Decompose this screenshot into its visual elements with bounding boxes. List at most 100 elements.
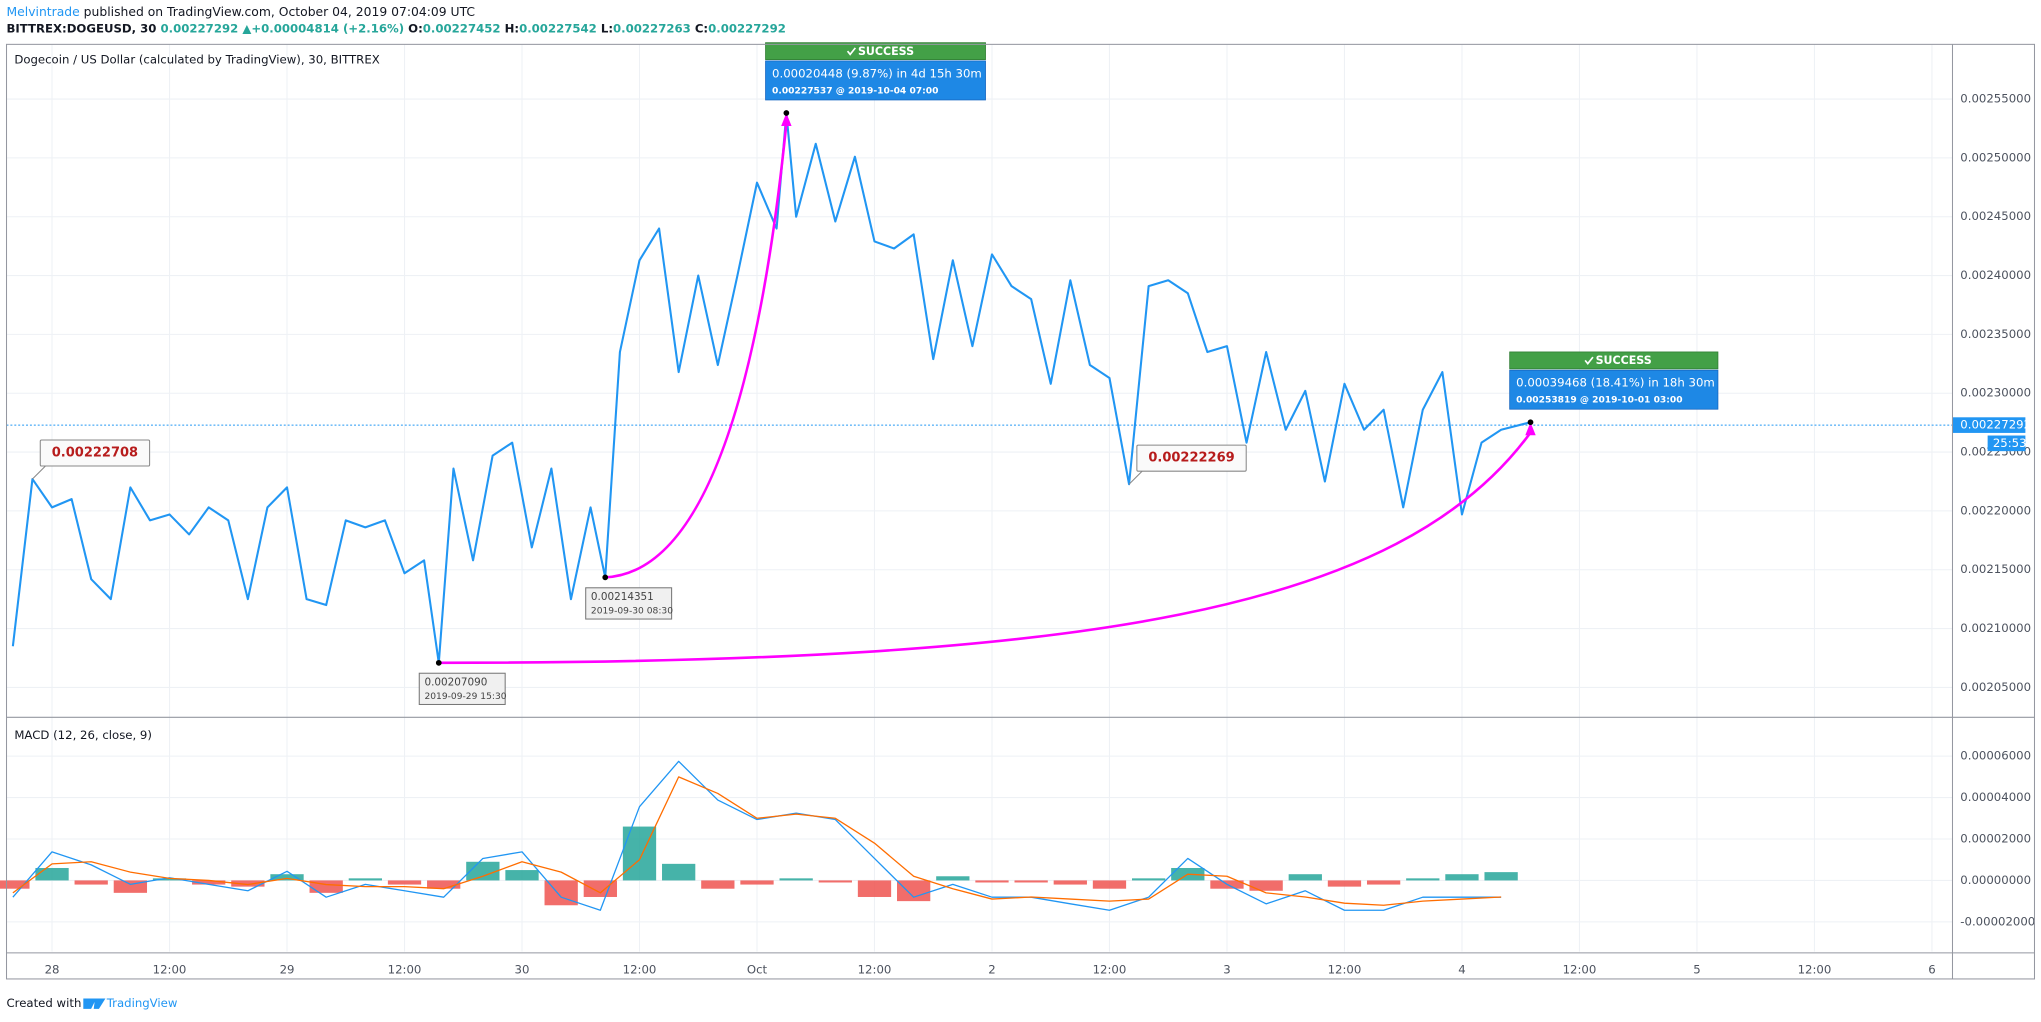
brand-logo <box>83 998 106 1009</box>
pivot-dot <box>435 659 442 666</box>
y-tick-label: -0.00002000 <box>1960 914 2035 928</box>
price-label: 0.00222269 <box>1148 451 1234 466</box>
y-tick-label: 0.00210000 <box>1960 621 2031 635</box>
price-label-box <box>1136 444 1247 472</box>
histogram-bar <box>348 878 382 881</box>
l-label: L: <box>601 21 613 35</box>
last-price-tag <box>1952 417 2026 433</box>
x-tick-label: 12:00 <box>858 962 892 976</box>
y-tick-label: 0.00004000 <box>1960 790 2031 804</box>
histogram-bar <box>427 880 461 889</box>
x-tick-label: 2 <box>988 962 995 976</box>
histogram-bar <box>231 880 265 887</box>
x-tick-label: 28 <box>45 962 60 976</box>
histogram-bar <box>779 878 813 881</box>
x-tick-label: 3 <box>1223 962 1230 976</box>
target-box: SUCCESS 0.00039468 (18.41%) in 18h 30m 0.0… <box>1509 351 1719 410</box>
y-tick-label: 0.00220000 <box>1960 503 2031 517</box>
macd-title: MACD (12, 26, close, 9) <box>14 728 152 742</box>
x-tick-label: 12:00 <box>1093 962 1127 976</box>
low-value: 0.00207090 <box>424 676 487 688</box>
target-dot <box>783 110 790 116</box>
o-label: O: <box>408 21 423 35</box>
target-detail: 0.00227537 @ 2019-10-04 07:00 <box>772 86 938 96</box>
projection-arrow <box>605 123 788 579</box>
histogram-bar <box>818 880 852 883</box>
footer-brand[interactable]: TradingView <box>106 996 178 1010</box>
histogram-bar <box>1288 874 1322 881</box>
plot-layer: 28 12:00 29 12:00 30 12:00 Oct 12:00 2 12:00 3 12:0… <box>0 42 2035 976</box>
macd-line <box>12 760 1502 911</box>
histogram-bar <box>1327 880 1362 887</box>
target-change: 0.00020448 (9.87%) in 4d 15h 30m <box>772 66 982 80</box>
x-tick-label: 12:00 <box>1328 962 1362 976</box>
low-box <box>418 672 506 705</box>
c-value: 0.00227292 <box>708 21 786 35</box>
histogram-bar <box>387 880 422 885</box>
x-tick-label: 12:00 <box>388 962 422 976</box>
author[interactable]: Melvintrade <box>7 4 80 18</box>
y-tick-label: 0.00000000 <box>1960 873 2031 887</box>
status-label: SUCCESS <box>1596 354 1652 367</box>
y-tick-label: 0.00215000 <box>1960 562 2031 576</box>
histogram-bar <box>1484 872 1518 881</box>
x-tick-label: 29 <box>280 962 295 976</box>
x-tick-label: 12:00 <box>623 962 657 976</box>
histogram-bar <box>936 876 970 881</box>
published: published on TradingView.com, October 04… <box>84 4 475 18</box>
status-label: SUCCESS <box>858 45 914 58</box>
histogram-bar <box>505 870 539 881</box>
quote-arrow: ▲ <box>242 21 251 35</box>
l-value: 0.00227263 <box>613 21 691 35</box>
x-tick-label: 12:00 <box>153 962 187 976</box>
callout-line <box>32 465 46 480</box>
target-detail: 0.00253819 @ 2019-10-01 03:00 <box>1516 396 1682 406</box>
y-tick-label: 0.00205000 <box>1960 680 2031 694</box>
arrow-head <box>1525 422 1536 436</box>
y-tick-label: 0.00255000 <box>1960 92 2031 106</box>
y-tick-label: 0.00240000 <box>1960 268 2031 282</box>
histogram-bar <box>897 880 931 902</box>
histogram-bar <box>466 861 500 881</box>
o-value: 0.00227452 <box>423 21 501 35</box>
x-tick-label: 4 <box>1458 962 1465 976</box>
price-line <box>11 111 1531 664</box>
histogram-bar <box>1249 880 1283 891</box>
histogram-bar <box>1053 880 1087 885</box>
countdown-label: 25:53 <box>1993 436 2027 450</box>
histogram-bar <box>1366 880 1401 885</box>
low-date: 2019-09-29 15:30 <box>424 692 506 702</box>
header-line: Melvintrade published on TradingView.com… <box>7 4 476 18</box>
info-box <box>765 60 986 101</box>
histogram-bar <box>35 867 69 881</box>
price-label: 0.00222708 <box>52 446 138 461</box>
quote-price: 0.00227292 <box>161 21 239 35</box>
histogram-bar <box>662 863 696 881</box>
price-label-box <box>39 439 151 467</box>
histogram-bar <box>975 880 1009 883</box>
histogram-bar <box>192 880 226 885</box>
macd-line <box>12 776 1502 906</box>
histogram-bar <box>74 880 108 885</box>
projection-arrow <box>438 431 1532 665</box>
histogram-bar <box>1131 878 1166 881</box>
symbol: BITTREX:DOGEUSD, 30 <box>7 21 157 35</box>
callout-line <box>1128 470 1143 485</box>
h-label: H: <box>505 21 519 35</box>
y-tick-label: 0.00250000 <box>1960 150 2031 164</box>
c-label: C: <box>695 21 708 35</box>
histogram-bar <box>1014 880 1048 883</box>
histogram-bar <box>740 880 774 885</box>
pivot-dot <box>602 574 609 581</box>
x-tick-label: 30 <box>515 962 530 976</box>
histogram-bar <box>270 874 304 881</box>
x-tick-label: 12:00 <box>1798 962 1832 976</box>
frame <box>5 43 2036 980</box>
status-bar <box>765 42 986 60</box>
low-value: 0.00214351 <box>591 591 654 603</box>
histogram-bar <box>0 880 30 889</box>
y-tick-label: 0.00006000 <box>1960 749 2031 763</box>
target-box: SUCCESS 0.00020448 (9.87%) in 4d 15h 30m 0… <box>765 42 986 101</box>
histogram-bar <box>583 880 617 897</box>
